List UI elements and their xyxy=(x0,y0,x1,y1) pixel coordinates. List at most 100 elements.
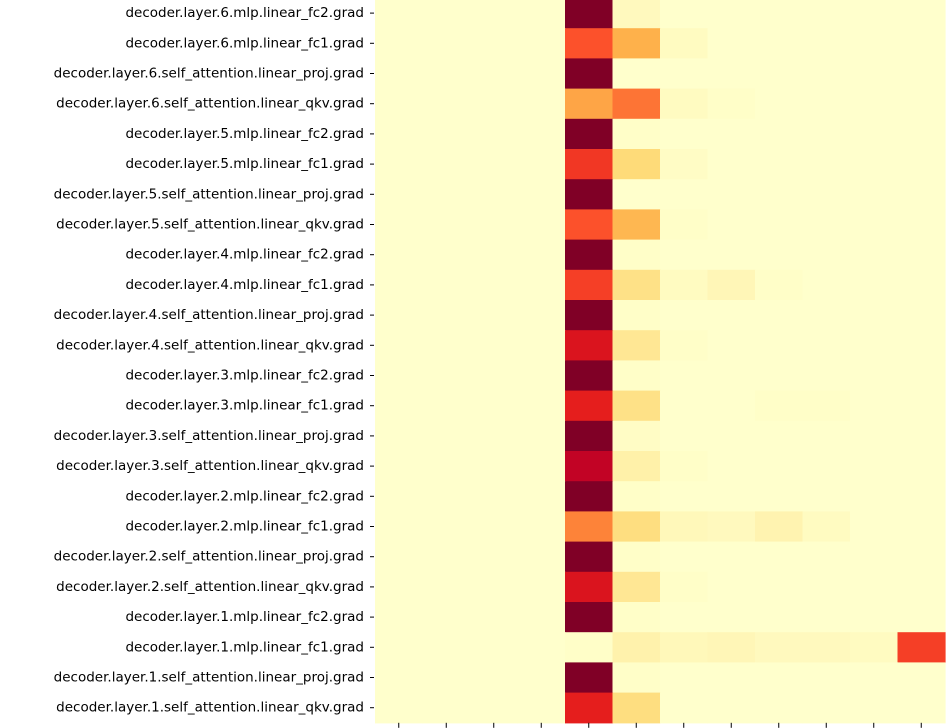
heatmap-cell xyxy=(850,571,899,603)
heatmap-cell xyxy=(375,390,424,422)
heatmap-cell xyxy=(517,662,566,694)
heatmap-cell xyxy=(565,571,614,603)
heatmap-cell xyxy=(755,541,804,573)
heatmap-cell xyxy=(612,209,661,241)
heatmap-cell xyxy=(612,451,661,482)
heatmap-cell xyxy=(850,451,899,482)
heatmap-cell xyxy=(755,420,804,452)
heatmap-cell xyxy=(660,300,709,331)
heatmap-cell xyxy=(660,541,709,573)
heatmap-cell xyxy=(850,420,899,452)
heatmap-cell xyxy=(802,58,851,90)
heatmap-cell xyxy=(470,602,519,633)
heatmap-cell xyxy=(897,330,946,361)
heatmap-cell xyxy=(707,481,756,512)
heatmap-cell xyxy=(802,118,851,150)
heatmap-cell xyxy=(517,28,566,59)
heatmap-cell xyxy=(707,88,756,120)
heatmap-cell xyxy=(565,58,614,90)
heatmap-cell xyxy=(517,330,566,361)
heatmap-cell xyxy=(802,541,851,573)
heatmap-cell xyxy=(565,632,614,663)
heatmap-cell xyxy=(565,692,614,724)
heatmap-cell xyxy=(755,511,804,543)
heatmap-cell xyxy=(707,269,756,301)
y-tick-label: decoder.layer.3.self_attention.linear_qk… xyxy=(56,458,364,474)
heatmap-cells xyxy=(375,0,946,724)
heatmap-cell xyxy=(517,692,566,724)
heatmap-cell xyxy=(755,692,804,724)
heatmap-cell xyxy=(755,0,804,29)
heatmap-cell xyxy=(850,300,899,331)
heatmap-cell xyxy=(802,390,851,422)
heatmap-cell xyxy=(897,28,946,59)
heatmap-cell xyxy=(565,300,614,331)
heatmap-cell xyxy=(897,239,946,271)
heatmap-cell xyxy=(802,179,851,210)
heatmap-cell xyxy=(517,0,566,29)
heatmap-cell xyxy=(470,511,519,543)
heatmap-cell xyxy=(470,239,519,271)
heatmap-cell xyxy=(422,118,471,150)
heatmap-cell xyxy=(517,632,566,663)
heatmap-cell xyxy=(707,360,756,392)
heatmap-cell xyxy=(660,149,709,180)
heatmap-cell xyxy=(565,420,614,452)
heatmap-cell xyxy=(755,662,804,694)
heatmap-cell xyxy=(850,602,899,633)
y-tick-label: decoder.layer.3.mlp.linear_fc2.grad xyxy=(125,368,364,384)
heatmap-cell xyxy=(470,0,519,29)
heatmap-cell xyxy=(707,451,756,482)
heatmap-cell xyxy=(897,541,946,573)
heatmap-cell xyxy=(565,451,614,482)
heatmap-cell xyxy=(422,481,471,512)
heatmap-cell xyxy=(850,0,899,29)
heatmap-cell xyxy=(612,58,661,90)
heatmap-cell xyxy=(897,58,946,90)
heatmap-cell xyxy=(375,149,424,180)
y-tick-label: decoder.layer.4.self_attention.linear_pr… xyxy=(54,307,364,323)
heatmap-cell xyxy=(897,88,946,120)
heatmap-cell xyxy=(565,269,614,301)
heatmap-cell xyxy=(375,28,424,59)
heatmap-cell xyxy=(850,179,899,210)
heatmap-cell xyxy=(660,88,709,120)
heatmap-cell xyxy=(660,28,709,59)
y-tick-label: decoder.layer.2.self_attention.linear_qk… xyxy=(56,579,364,595)
heatmap-cell xyxy=(802,209,851,241)
heatmap-cell xyxy=(897,420,946,452)
heatmap-cell xyxy=(707,330,756,361)
heatmap-cell xyxy=(612,481,661,512)
heatmap-cell xyxy=(375,662,424,694)
heatmap-cell xyxy=(897,511,946,543)
heatmap-cell xyxy=(612,390,661,422)
heatmap-cell xyxy=(802,330,851,361)
heatmap-cell xyxy=(375,451,424,482)
heatmap-cell xyxy=(470,179,519,210)
heatmap-cell xyxy=(422,541,471,573)
heatmap-cell xyxy=(422,149,471,180)
heatmap-cell xyxy=(422,28,471,59)
heatmap-cell xyxy=(375,511,424,543)
heatmap-cell xyxy=(422,571,471,603)
heatmap-cell xyxy=(470,420,519,452)
heatmap-cell xyxy=(802,511,851,543)
heatmap-cell xyxy=(660,179,709,210)
heatmap-cell xyxy=(565,360,614,392)
heatmap-cell xyxy=(470,632,519,663)
y-tick-label: decoder.layer.5.self_attention.linear_qk… xyxy=(56,217,364,233)
y-tick-label: decoder.layer.5.self_attention.linear_pr… xyxy=(54,186,364,202)
heatmap-cell xyxy=(707,58,756,90)
heatmap-cell xyxy=(755,632,804,663)
heatmap-cell xyxy=(897,118,946,150)
heatmap-cell xyxy=(707,390,756,422)
heatmap-cell xyxy=(897,692,946,724)
heatmap-cell xyxy=(517,541,566,573)
heatmap-cell xyxy=(375,481,424,512)
heatmap-cell xyxy=(375,692,424,724)
heatmap-cell xyxy=(660,58,709,90)
heatmap-cell xyxy=(375,239,424,271)
heatmap-cell xyxy=(470,451,519,482)
heatmap-cell xyxy=(660,209,709,241)
heatmap-cell xyxy=(375,179,424,210)
